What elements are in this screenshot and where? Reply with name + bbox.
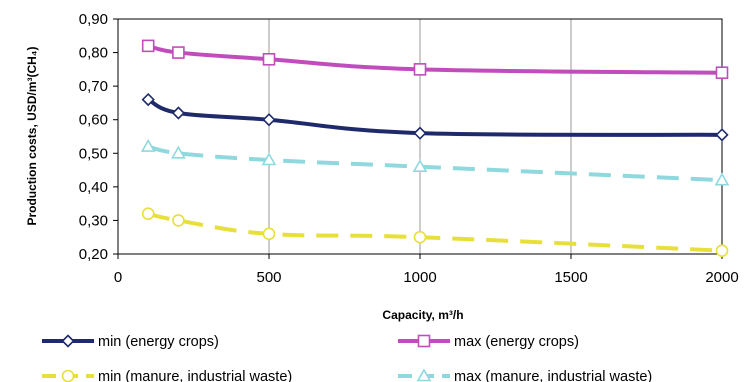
y-tick-label: 0,30 (79, 212, 108, 229)
data-point (413, 126, 427, 140)
y-tick-label: 0,60 (79, 112, 108, 129)
series-3 (140, 138, 730, 186)
legend-label: max (manure, industrial waste) (454, 369, 652, 382)
tick-labels: 0 500 1000 1500 2000 0,20 0,30 0,40 0,50 0,60 0,70… (79, 11, 739, 286)
data-point (262, 227, 276, 241)
data-point (172, 214, 185, 227)
legend-label: max (energy crops) (454, 334, 579, 350)
series-line (147, 43, 723, 75)
legend-item: max (manure, industrial waste) (398, 368, 652, 382)
data-point (715, 128, 729, 142)
y-tick-label: 0,40 (79, 179, 108, 196)
data-point (172, 46, 185, 59)
x-tick-label: 2000 (705, 269, 738, 286)
data-point (261, 152, 277, 166)
data-point (412, 159, 428, 173)
data-point (140, 138, 156, 152)
legend-marker (61, 334, 75, 348)
data-point (171, 145, 186, 159)
x-tick-label: 500 (256, 269, 281, 286)
data-point (141, 92, 155, 107)
legend-marker (416, 368, 432, 382)
data-point (715, 244, 729, 257)
legend-item: min (energy crops) (42, 334, 219, 350)
data-point (262, 52, 276, 66)
series-group (140, 39, 730, 257)
y-tick-label: 0,80 (79, 45, 108, 62)
series-2 (141, 207, 729, 257)
data-point (715, 66, 729, 80)
y-tick-label: 0,90 (79, 11, 108, 28)
data-point (141, 207, 155, 221)
legend-label: min (manure, industrial waste) (98, 369, 292, 382)
data-point (413, 63, 427, 76)
series-0 (141, 92, 729, 142)
legend-label: min (energy crops) (98, 334, 219, 350)
x-axis-title: Capacity, m³/h (382, 308, 463, 322)
y-tick-label: 0,50 (79, 145, 108, 162)
legend: min (energy crops) max (energy crops) min … (42, 334, 652, 382)
x-tick-label: 1500 (554, 269, 587, 286)
series-line (147, 97, 723, 137)
series-line (147, 144, 723, 183)
axis-ticks (113, 18, 723, 259)
legend-marker (61, 369, 75, 382)
x-tick-label: 0 (114, 269, 122, 286)
y-axis-title: Production costs, USD/m³(CH₄) (25, 46, 39, 225)
series-1 (141, 39, 729, 80)
series-line (147, 211, 723, 253)
legend-item: max (energy crops) (398, 334, 579, 350)
y-tick-label: 0,20 (79, 246, 108, 263)
data-point (141, 39, 155, 53)
y-tick-label: 0,70 (79, 78, 108, 95)
data-point (262, 113, 276, 127)
x-tick-label: 1000 (403, 269, 436, 286)
data-point (413, 230, 427, 244)
legend-item: min (manure, industrial waste) (42, 369, 292, 382)
data-point (171, 106, 186, 120)
data-point (714, 172, 730, 186)
legend-marker (417, 334, 431, 348)
